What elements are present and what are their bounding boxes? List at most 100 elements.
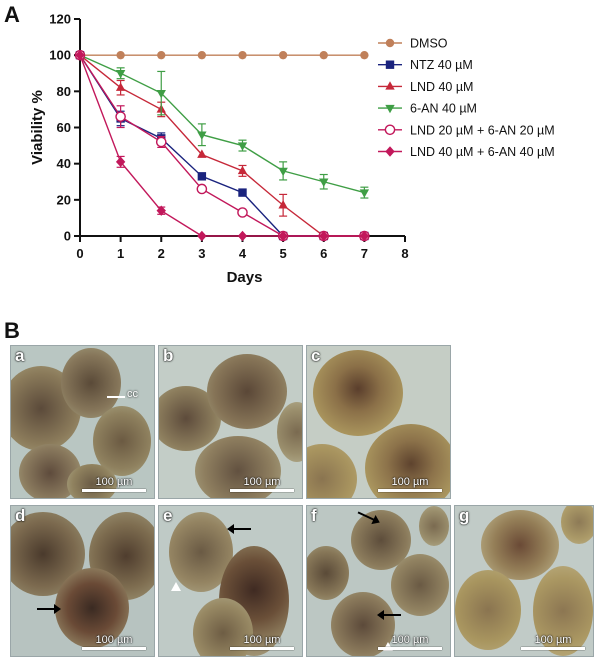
legend-marker: [384, 124, 396, 136]
viability-chart: 0 20 40 60 80 100 120 0 1 2 3 4 5 6 7 8 DMSO NTZ 40 µM LN…: [29, 12, 555, 287]
legend-label: 6-AN 40 µM: [410, 102, 477, 116]
scale-bar: 100 µm: [378, 634, 442, 650]
series-line: [79, 54, 365, 237]
data-point: [359, 230, 370, 242]
data-point: [278, 50, 288, 60]
legend-label: LND 40 µM: [410, 80, 473, 94]
data-point: [196, 183, 208, 195]
data-point: [237, 165, 248, 175]
series-line: [79, 54, 365, 194]
legend-label: NTZ 40 µM: [410, 58, 473, 72]
data-point: [238, 50, 247, 60]
data-point: [116, 50, 125, 60]
x-tick-label: 0: [76, 246, 83, 261]
y-tick-label: 80: [57, 84, 71, 99]
data-point: [156, 205, 166, 216]
data-point: [197, 149, 207, 158]
series-line: [79, 54, 365, 237]
micrograph-g: g 100 µm: [454, 505, 594, 657]
series-1: [75, 50, 369, 241]
data-point: [75, 49, 85, 61]
legend-item: DMSO: [378, 37, 448, 51]
legend-item: LND 40 µM + 6-AN 40 µM: [378, 145, 555, 159]
x-tick-label: 7: [361, 246, 368, 261]
data-point: [115, 111, 126, 122]
y-tick-label: 100: [49, 48, 71, 63]
y-tick-label: 0: [64, 229, 71, 244]
panel-a: A 0 20 40 60 80 100 120 0 1 2 3 4 5 6 7 8 DMSO NTZ 40 µM…: [0, 0, 598, 300]
data-point: [157, 50, 166, 60]
cc-annotation: cc: [127, 388, 138, 400]
y-tick-label: 40: [57, 156, 71, 171]
scale-bar: 100 µm: [82, 634, 146, 650]
arrow-indicator: [379, 614, 401, 616]
scale-bar: 100 µm: [230, 634, 294, 650]
legend-label: LND 20 µM + 6-AN 20 µM: [410, 123, 555, 137]
micrograph-e: e 100 µm: [158, 505, 303, 657]
legend-marker: [385, 38, 395, 48]
y-tick-label: 120: [49, 12, 71, 27]
x-tick-label: 8: [401, 246, 408, 261]
arrowhead-indicator: [171, 582, 181, 591]
data-point: [319, 178, 329, 187]
micrograph-a: cc a 100 µm: [10, 345, 155, 499]
legend-label: LND 40 µM + 6-AN 40 µM: [410, 145, 555, 159]
x-tick-label: 3: [198, 246, 205, 261]
data-point: [319, 230, 329, 242]
data-point: [359, 189, 370, 198]
legend-marker: [385, 104, 395, 114]
micrograph-b-letter: b: [163, 346, 174, 365]
scale-bar: 100 µm: [378, 476, 442, 492]
x-tick-label: 1: [117, 246, 124, 261]
data-point: [238, 188, 247, 197]
y-axis-title: Viability %: [29, 90, 46, 165]
series-line: [79, 54, 365, 237]
panel-b-letter: B: [4, 318, 20, 343]
scale-bar: 100 µm: [82, 476, 146, 492]
data-point: [278, 230, 288, 242]
series-line: [79, 54, 365, 237]
series-0: [75, 50, 369, 60]
micrograph-f: f 100 µm: [306, 505, 451, 657]
micrograph-f-letter: f: [311, 506, 317, 525]
scale-bar: 100 µm: [230, 476, 294, 492]
data-point: [237, 230, 248, 242]
panel-a-letter: A: [4, 2, 20, 27]
data-point: [115, 70, 126, 79]
micrograph-c-letter: c: [311, 346, 321, 365]
data-point: [278, 200, 288, 209]
data-point: [319, 50, 328, 60]
legend-label: DMSO: [410, 37, 448, 51]
series-5: [75, 49, 370, 242]
data-point: [155, 136, 167, 148]
legend-item: LND 40 µM: [378, 80, 473, 94]
micrograph-e-letter: e: [163, 506, 173, 525]
y-tick-label: 60: [57, 120, 71, 135]
chart-axes: 0 20 40 60 80 100 120 0 1 2 3 4 5 6 7 8: [49, 12, 408, 262]
series-3: [75, 51, 370, 199]
legend-item: 6-AN 40 µM: [378, 102, 477, 116]
data-point: [115, 82, 126, 91]
data-point: [237, 207, 248, 218]
data-point: [197, 172, 207, 181]
micrograph-d: d 100 µm: [10, 505, 155, 657]
legend-item: NTZ 40 µM: [378, 58, 473, 72]
x-tick-label: 4: [239, 246, 247, 261]
data-point: [197, 131, 207, 140]
legend-marker: [385, 60, 395, 69]
micrograph-c: c 100 µm: [306, 345, 451, 499]
micrograph-d-letter: d: [15, 506, 26, 525]
data-point: [278, 167, 288, 177]
data-point: [197, 230, 207, 242]
data-point: [156, 89, 166, 99]
arrowhead-indicator: [383, 642, 393, 651]
legend-marker: [385, 146, 395, 157]
data-point: [237, 142, 248, 151]
chart-series: [74, 49, 370, 242]
data-point: [360, 50, 369, 60]
x-tick-label: 5: [280, 246, 287, 261]
scale-bar: 100 µm: [521, 634, 585, 650]
cc-pointer-line: [107, 396, 125, 398]
x-axis-title: Days: [227, 269, 263, 286]
data-point: [115, 156, 126, 168]
